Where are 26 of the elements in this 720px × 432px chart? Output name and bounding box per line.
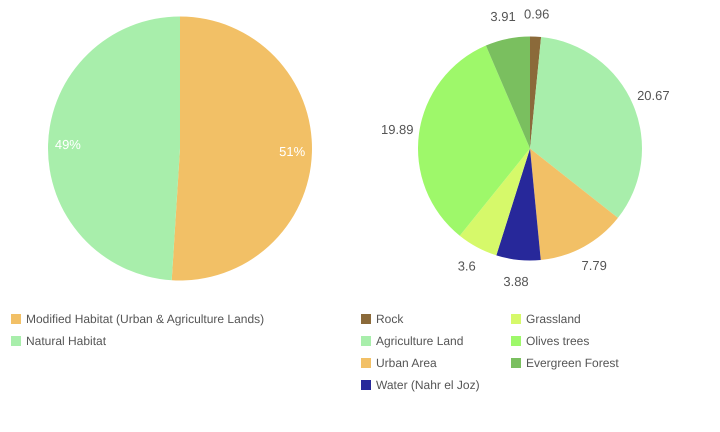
legend-label: Natural Habitat [26, 334, 107, 348]
legend-label: Urban Area [376, 356, 438, 370]
legend-label: Water (Nahr el Joz) [376, 378, 480, 392]
legend-label: Rock [376, 312, 404, 326]
pie-slice [530, 36, 542, 148]
data-label: 3.91 [490, 9, 516, 24]
data-label: 19.89 [380, 122, 414, 138]
pie-slice [48, 16, 180, 280]
pie-slice [172, 16, 312, 280]
data-label: 49% [54, 136, 82, 152]
pie-slice [496, 148, 541, 260]
pie-slice [530, 148, 618, 260]
data-label: 0.96 [524, 6, 550, 22]
data-label: 3.6 [458, 258, 476, 274]
pie-slice [460, 148, 530, 256]
data-label: 51% [279, 144, 306, 160]
data-label: 7.79 [582, 258, 607, 274]
legend-label: Modified Habitat (Urban & Agriculture Lands) [26, 312, 264, 326]
pie-slice [418, 46, 530, 236]
data-label: 20.67 [637, 88, 670, 104]
legend-label: Agriculture Land [376, 334, 464, 348]
legend-label: Evergreen Forest [526, 356, 620, 370]
data-label: 3.88 [503, 274, 529, 289]
legend-label: Grassland [526, 312, 581, 326]
pie-slice [486, 36, 530, 148]
legend-label: Olives trees [526, 334, 590, 348]
